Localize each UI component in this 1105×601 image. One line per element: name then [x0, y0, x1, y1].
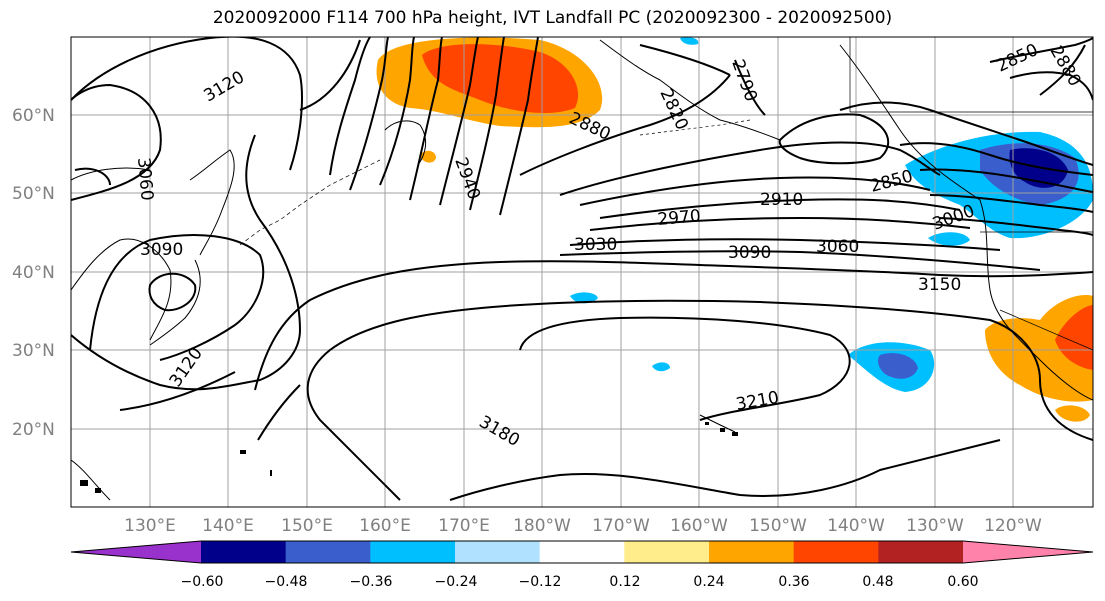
lon-label: 140°E — [202, 516, 254, 536]
map-frame — [70, 36, 1094, 508]
contour-label: 3060 — [816, 237, 859, 257]
contour-label: 3090 — [140, 240, 183, 260]
lat-label: 60°N — [12, 106, 55, 126]
lon-label: 150°E — [281, 516, 333, 536]
contour-label: 3030 — [574, 235, 617, 255]
colorbar — [70, 540, 1094, 564]
lon-label: 150°W — [749, 516, 807, 536]
lon-label: 160°E — [359, 516, 411, 536]
colorbar-tick-label: −0.60 — [181, 574, 224, 590]
negative-anomaly-subtropical-core — [877, 353, 918, 379]
colorbar-segment — [539, 541, 625, 563]
colorbar-tick-label: 0.60 — [947, 574, 978, 590]
colorbar-tick-label: 0.24 — [693, 574, 724, 590]
islands — [80, 422, 738, 493]
colorbar-tick-label: 0.36 — [778, 574, 809, 590]
negative-anomaly-small-3 — [652, 362, 670, 372]
colorbar-tick-label: −0.24 — [435, 574, 478, 590]
colorbar-segment — [793, 541, 879, 563]
positive-anomaly-bering-core — [422, 44, 579, 114]
colorbar-segment — [709, 541, 795, 563]
lat-label: 40°N — [12, 263, 55, 283]
colorbar-extend-min — [71, 541, 201, 563]
height-contours — [71, 37, 1093, 501]
contour-label: 3090 — [728, 243, 771, 263]
lon-label: 170°W — [592, 516, 650, 536]
borders — [239, 37, 1093, 351]
colorbar-tick-label: 0.12 — [609, 574, 640, 590]
negative-anomaly-offshore — [928, 232, 970, 246]
colorbar-segment — [878, 541, 964, 563]
lon-label: 120°W — [984, 516, 1042, 536]
latitude-labels: 60°N 50°N 40°N 30°N 20°N — [12, 106, 55, 440]
contour-label: 2970 — [657, 206, 702, 230]
longitude-labels: 130°E 140°E 150°E 160°E 170°E 180°W 170°… — [124, 516, 1042, 536]
lon-label: 140°W — [827, 516, 885, 536]
colorbar-segment — [370, 541, 456, 563]
positive-anomaly-mexico-core — [1055, 305, 1093, 370]
colorbar-segment — [455, 541, 541, 563]
colorbar-segment — [624, 541, 710, 563]
colorbar-extend-max — [963, 541, 1093, 563]
coastlines — [71, 39, 1093, 501]
lon-label: 160°W — [670, 516, 728, 536]
lon-label: 130°E — [124, 516, 176, 536]
colorbar-segment — [201, 541, 287, 563]
colorbar-tick-label: −0.36 — [350, 574, 393, 590]
lon-label: 180°W — [513, 516, 571, 536]
contour-label: 3060 — [133, 157, 157, 202]
lat-label: 50°N — [12, 184, 55, 204]
colorbar-ticks: −0.60 −0.48 −0.36 −0.24 −0.12 0.12 0.24 … — [181, 574, 979, 590]
lat-label: 20°N — [12, 420, 55, 440]
negative-anomaly-small-2 — [570, 292, 598, 304]
colorbar-segment — [285, 541, 371, 563]
lon-label: 170°E — [438, 516, 490, 536]
lat-label: 30°N — [12, 341, 55, 361]
graticule — [71, 37, 1093, 507]
map-title: 2020092000 F114 700 hPa height, IVT Land… — [212, 8, 893, 28]
positive-anomaly-gulf — [1055, 405, 1090, 422]
colorbar-tick-label: −0.48 — [265, 574, 308, 590]
contour-label: 3150 — [918, 275, 961, 295]
colorbar-outline — [70, 540, 1094, 564]
colorbar-tick-label: −0.12 — [519, 574, 562, 590]
lon-label: 130°W — [906, 516, 964, 536]
positive-anomaly-mexico — [985, 295, 1093, 402]
negative-anomaly-small-1 — [680, 37, 699, 45]
contour-label: 2910 — [760, 190, 803, 210]
colorbar-tick-label: 0.48 — [862, 574, 893, 590]
